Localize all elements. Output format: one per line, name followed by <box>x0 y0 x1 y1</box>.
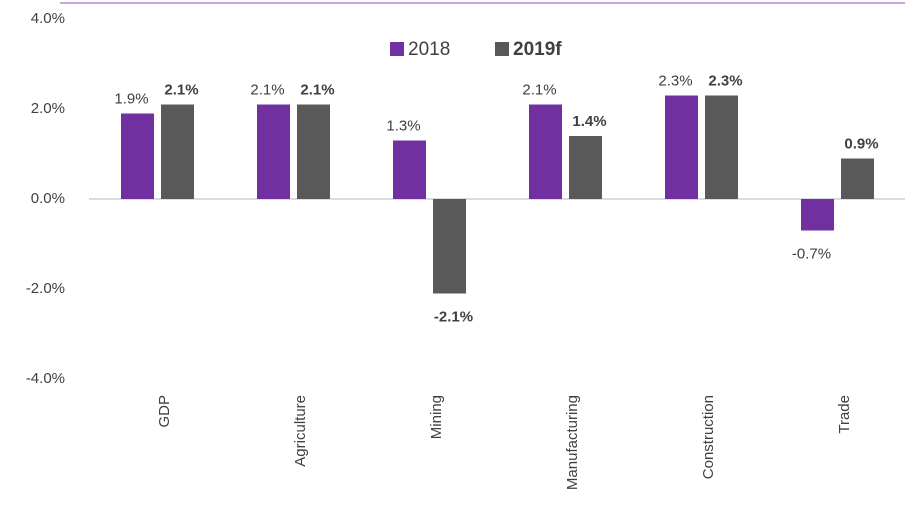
x-tick-label: Trade <box>836 395 853 434</box>
data-label: 2.1% <box>164 81 198 98</box>
bar <box>569 136 602 199</box>
x-tick-label: Construction <box>700 395 717 479</box>
bar <box>529 104 562 199</box>
bar <box>257 104 290 199</box>
bar <box>841 158 874 199</box>
y-tick-label: 0.0% <box>31 190 65 207</box>
y-tick-label: -4.0% <box>26 370 65 387</box>
legend-label: 2019f <box>513 39 562 60</box>
bar <box>665 95 698 199</box>
data-label: 2.1% <box>250 81 284 98</box>
data-label: -2.1% <box>434 308 473 325</box>
bar <box>393 140 426 199</box>
bar <box>297 104 330 199</box>
x-tick-label: GDP <box>156 395 173 428</box>
bar <box>433 199 466 294</box>
x-tick-label: Mining <box>428 395 445 439</box>
data-label: -0.7% <box>792 245 831 262</box>
bar <box>801 199 834 231</box>
data-label: 1.4% <box>572 113 606 130</box>
bar <box>161 104 194 199</box>
data-label: 2.3% <box>708 72 742 89</box>
data-label: 0.9% <box>844 135 878 152</box>
data-label: 2.1% <box>300 81 334 98</box>
data-label: 1.3% <box>386 117 420 134</box>
data-label: 1.9% <box>114 90 148 107</box>
bar <box>705 95 738 199</box>
legend-label: 2018 <box>408 39 450 60</box>
y-tick-label: 4.0% <box>31 10 65 27</box>
data-label: 2.3% <box>658 72 692 89</box>
x-tick-label: Manufacturing <box>564 395 581 490</box>
y-tick-label: -2.0% <box>26 280 65 297</box>
data-label: 2.1% <box>522 81 556 98</box>
bar <box>121 113 154 199</box>
legend-swatch <box>495 42 509 56</box>
y-tick-label: 2.0% <box>31 100 65 117</box>
legend-swatch <box>390 42 404 56</box>
x-tick-label: Agriculture <box>292 395 309 467</box>
